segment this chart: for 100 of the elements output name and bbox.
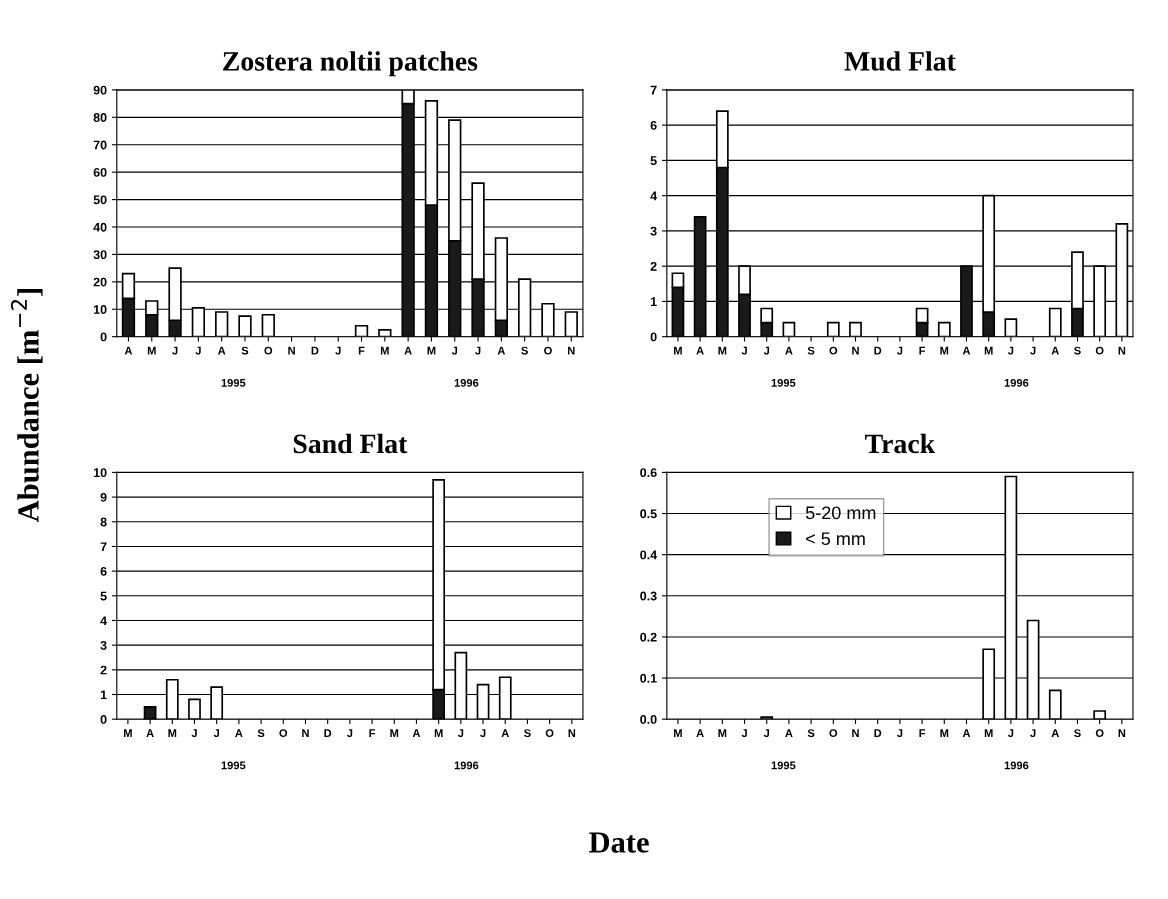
y-tick-label: 0.6: [640, 468, 657, 478]
x-tick-label: M: [718, 346, 727, 355]
y-tick-label: 4: [650, 191, 658, 201]
x-tick-label: D: [311, 346, 319, 355]
bar: [143, 706, 157, 720]
y-tick-label: 0.1: [640, 673, 657, 683]
x-tick-label: S: [807, 346, 815, 355]
y-tick-label: 6: [650, 120, 657, 130]
x-tick-label: S: [807, 729, 815, 738]
x-tick-label: F: [369, 729, 376, 737]
y-tick-label: 70: [93, 140, 107, 150]
x-tick-label: J: [457, 729, 464, 738]
x-tick-label: N: [288, 346, 295, 355]
x-tick-label: O: [264, 346, 273, 355]
legend-label: < 5 mm: [806, 532, 865, 546]
x-tick-label: J: [172, 346, 178, 355]
x-tick-label: J: [763, 346, 770, 355]
x-tick-label: M: [984, 729, 993, 737]
x-tick-label: M: [390, 729, 399, 737]
x-tick-label: F: [919, 729, 926, 737]
x-tick-label: M: [718, 729, 727, 737]
x-tick-label: J: [896, 729, 903, 738]
x-tick-label: N: [852, 346, 859, 355]
y-tick-label: 0: [650, 332, 657, 342]
y-tick-label: 0: [100, 332, 107, 342]
y-tick-label: 0: [100, 715, 107, 724]
x-tick-label: J: [346, 729, 353, 738]
y-tick-label: 40: [93, 222, 107, 232]
y-tick-label: 0.0: [640, 715, 657, 724]
y-tick-label: 7: [100, 542, 107, 551]
y-tick-label: 5: [650, 156, 657, 166]
text: 1996: [454, 378, 479, 387]
x-tick-label: J: [1007, 729, 1014, 738]
x-axis-title: Date: [589, 832, 649, 853]
x-tick-label: A: [1051, 729, 1059, 737]
x-tick-label: M: [940, 346, 949, 355]
x-tick-label: J: [896, 346, 903, 355]
x-tick-label: A: [696, 346, 704, 355]
x-tick-label: A: [962, 346, 971, 355]
text: 1995: [771, 761, 796, 770]
x-tick-label: J: [1007, 346, 1014, 355]
x-tick-label: D: [874, 729, 882, 737]
x-tick-label: O: [545, 729, 554, 738]
legend-label: 5-20 mm: [805, 506, 876, 520]
x-tick-label: N: [568, 346, 575, 355]
x-tick-label: J: [335, 346, 341, 355]
chart-title: Sand Flat: [293, 433, 408, 454]
y-tick-label: 1: [100, 690, 107, 700]
text: 1996: [454, 761, 479, 770]
y-tick-label: 10: [93, 468, 107, 478]
x-tick-label: O: [1095, 346, 1104, 355]
x-tick-label: N: [1118, 346, 1126, 355]
chart-title: Mud Flat: [844, 51, 956, 71]
bar: [760, 716, 774, 720]
x-tick-label: O: [544, 346, 552, 355]
x-tick-label: N: [568, 729, 576, 737]
y-tick-label: 60: [93, 167, 107, 177]
x-tick-label: F: [358, 346, 365, 355]
x-tick-label: M: [168, 729, 177, 737]
x-tick-label: J: [1030, 346, 1036, 355]
text: 1996: [1004, 761, 1029, 770]
x-tick-label: J: [480, 729, 486, 738]
y-tick-label: 90: [93, 85, 107, 95]
x-tick-label: S: [1074, 729, 1081, 738]
x-tick-label: M: [940, 729, 949, 737]
x-tick-label: D: [324, 729, 332, 737]
x-tick-label: S: [524, 729, 531, 738]
x-tick-label: J: [475, 346, 481, 355]
chart-title: Track: [865, 433, 936, 454]
y-tick-label: 20: [93, 277, 107, 287]
x-tick-label: A: [785, 346, 793, 355]
x-tick-label: M: [147, 346, 156, 355]
y-tick-label: 30: [93, 250, 107, 260]
x-tick-label: O: [279, 729, 288, 738]
y-tick-label: 3: [100, 640, 107, 650]
x-tick-label: O: [829, 729, 838, 738]
y-tick-label: 50: [93, 195, 107, 205]
x-tick-label: J: [763, 729, 770, 738]
x-tick-label: J: [213, 729, 220, 738]
y-tick-label: 8: [100, 517, 107, 527]
bar: [1093, 710, 1107, 720]
x-tick-label: A: [235, 729, 243, 737]
x-tick-label: A: [962, 729, 971, 737]
x-tick-label: N: [302, 729, 309, 737]
x-tick-label: D: [874, 346, 882, 355]
x-tick-label: N: [1118, 729, 1126, 737]
y-tick-label: 2: [100, 665, 107, 675]
x-tick-label: A: [1051, 346, 1059, 355]
x-tick-label: M: [674, 346, 682, 355]
x-tick-label: A: [696, 729, 704, 737]
y-tick-label: 0.4: [640, 550, 658, 560]
chart-title: Zostera noltii patches: [223, 51, 478, 77]
x-tick-label: A: [217, 346, 226, 355]
bar: [188, 698, 201, 720]
x-tick-label: J: [191, 729, 197, 738]
x-tick-label: M: [124, 729, 132, 737]
y-tick-label: 7: [650, 85, 657, 95]
y-tick-label: 9: [100, 492, 107, 502]
x-tick-label: J: [195, 346, 201, 355]
text: 1995: [221, 761, 246, 770]
